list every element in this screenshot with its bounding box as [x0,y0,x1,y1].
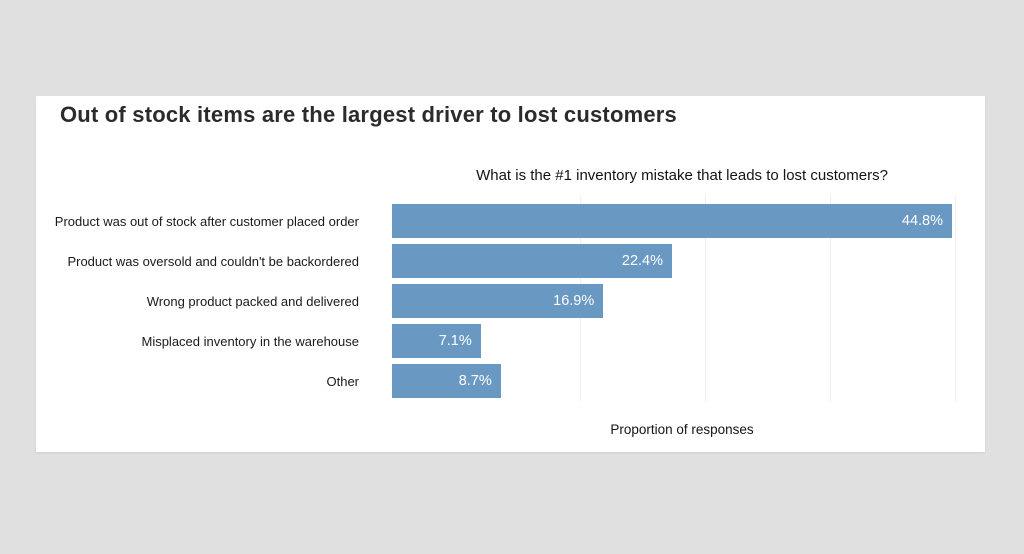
bar-track: 22.4% [392,244,972,278]
bar-track: 8.7% [392,364,972,398]
x-axis-label: Proportion of responses [610,422,754,437]
category-label: Other [326,373,359,389]
bar: 7.1% [392,324,481,358]
category-label: Product was oversold and couldn't be bac… [67,253,359,269]
plot-area: Product was out of stock after customer … [36,196,985,402]
chart-row: Product was out of stock after customer … [36,201,985,241]
page-title: Out of stock items are the largest drive… [60,102,677,127]
chart-row: Misplaced inventory in the warehouse 7.1% [36,321,985,361]
bar: 22.4% [392,244,672,278]
bar: 8.7% [392,364,501,398]
bar: 16.9% [392,284,604,318]
chart-row: Product was oversold and couldn't be bac… [36,241,985,281]
bar-track: 7.1% [392,324,972,358]
bar-rows-container: Product was out of stock after customer … [36,201,985,401]
category-label: Product was out of stock after customer … [54,213,359,229]
value-label: 44.8% [901,213,943,229]
chart-card: Out of stock items are the largest drive… [36,96,985,452]
bar: 44.8% [392,204,952,238]
chart-row: Wrong product packed and delivered 16.9% [36,281,985,321]
value-label: 16.9% [553,293,595,309]
category-label: Misplaced inventory in the warehouse [141,333,359,349]
gridline [704,196,706,402]
chart-title: What is the #1 inventory mistake that le… [476,167,888,184]
chart-row: Other 8.7% [36,361,985,401]
bar-track: 16.9% [392,284,972,318]
bar-track: 44.8% [392,204,972,238]
value-label: 7.1% [438,333,472,349]
category-label: Wrong product packed and delivered [146,293,359,309]
value-label: 22.4% [621,253,663,269]
gridline [954,196,956,402]
value-label: 8.7% [458,373,492,389]
gridline [829,196,831,402]
